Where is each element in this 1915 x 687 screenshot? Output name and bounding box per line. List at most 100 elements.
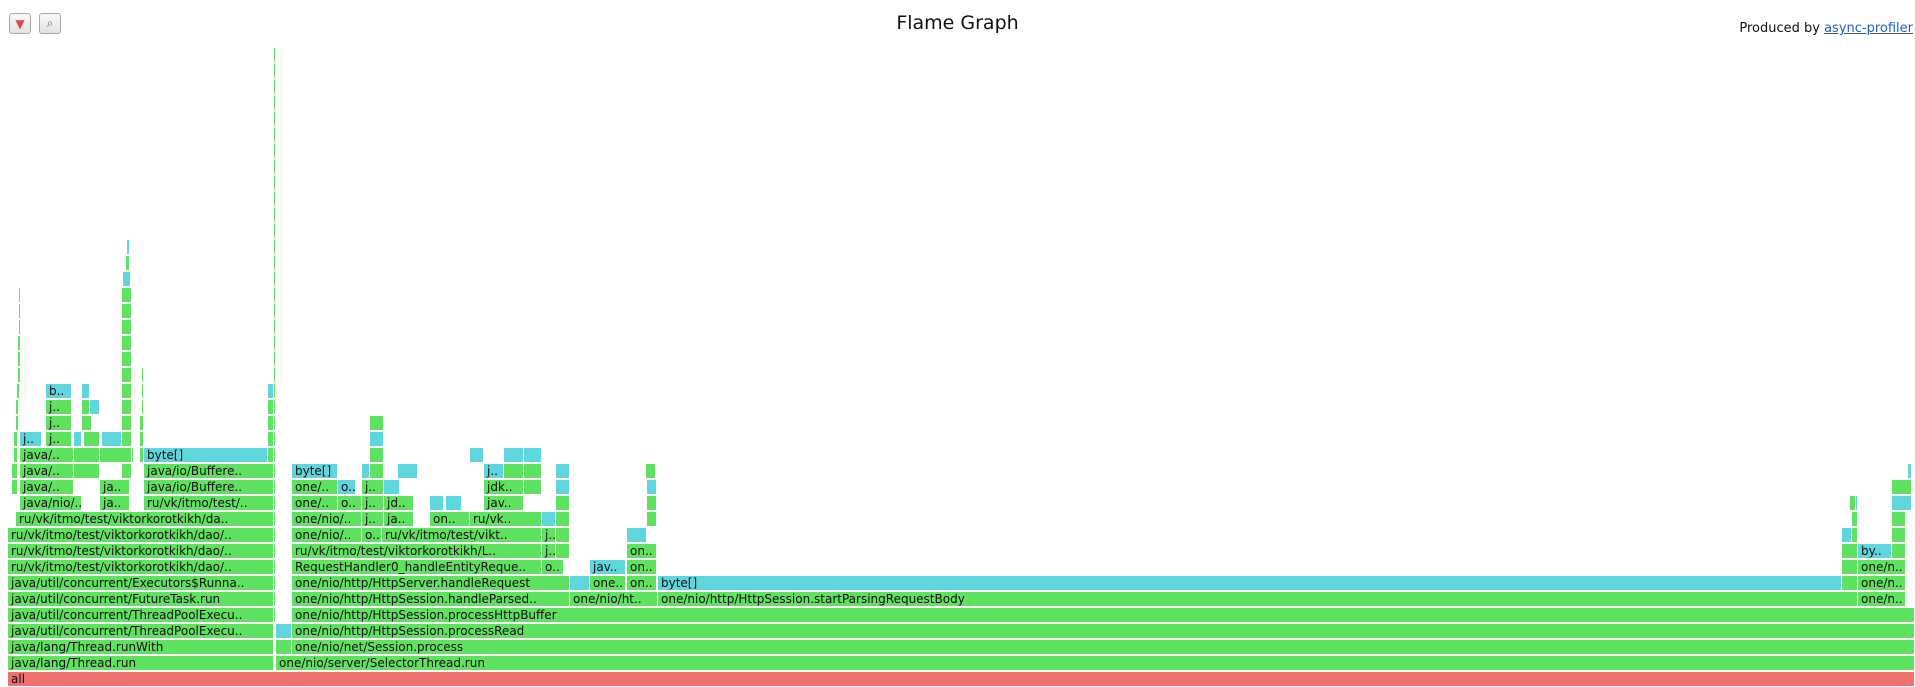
stack-frame[interactable]: [274, 256, 276, 271]
stack-frame[interactable]: [276, 624, 292, 639]
stack-frame[interactable]: one/nio/http/HttpSession.processRead: [292, 624, 1915, 639]
stack-frame[interactable]: [12, 464, 18, 479]
stack-frame[interactable]: [122, 400, 132, 415]
stack-frame[interactable]: [122, 416, 132, 431]
stack-frame[interactable]: ru/vk/itmo/test/viktorkorotkikh/dao/..: [8, 528, 274, 543]
stack-frame[interactable]: [268, 416, 274, 431]
stack-frame[interactable]: byte[]: [292, 464, 338, 479]
stack-frame[interactable]: o..: [542, 560, 564, 575]
stack-frame[interactable]: [82, 384, 90, 399]
stack-frame[interactable]: j..: [20, 432, 42, 447]
stack-frame[interactable]: [384, 480, 400, 495]
stack-frame[interactable]: [268, 448, 274, 463]
stack-frame[interactable]: [274, 160, 276, 175]
stack-frame[interactable]: [274, 208, 276, 223]
stack-frame[interactable]: [274, 368, 276, 383]
stack-frame[interactable]: [18, 336, 21, 351]
stack-frame[interactable]: one/n..: [1858, 592, 1906, 607]
search-button[interactable]: ⌕: [39, 13, 61, 34]
stack-frame[interactable]: java/lang/Thread.runWith: [8, 640, 274, 655]
stack-frame[interactable]: j..: [46, 400, 72, 415]
stack-frame[interactable]: [122, 352, 132, 367]
stack-frame[interactable]: jd..: [384, 496, 414, 511]
root-frame[interactable]: all: [8, 672, 1915, 687]
stack-frame[interactable]: [370, 432, 384, 447]
stack-frame[interactable]: [524, 480, 542, 495]
stack-frame[interactable]: [122, 288, 132, 303]
stack-frame[interactable]: on..: [627, 576, 657, 591]
stack-frame[interactable]: [126, 256, 130, 271]
stack-frame[interactable]: [84, 432, 100, 447]
stack-frame[interactable]: [370, 448, 384, 463]
stack-frame[interactable]: [268, 384, 274, 399]
stack-frame[interactable]: o..: [338, 480, 356, 495]
stack-frame[interactable]: [122, 448, 132, 463]
stack-frame[interactable]: one/..: [292, 496, 338, 511]
stack-frame[interactable]: [16, 400, 19, 415]
stack-frame[interactable]: [647, 480, 657, 495]
stack-frame[interactable]: [274, 288, 276, 303]
stack-frame[interactable]: [542, 512, 556, 527]
stack-frame[interactable]: [74, 432, 82, 447]
stack-frame[interactable]: [556, 512, 570, 527]
stack-frame[interactable]: [504, 464, 524, 479]
stack-frame[interactable]: j..: [46, 416, 72, 431]
stack-frame[interactable]: one/n..: [1858, 560, 1906, 575]
stack-frame[interactable]: [556, 480, 570, 495]
stack-frame[interactable]: [122, 432, 132, 447]
stack-frame[interactable]: [274, 320, 276, 335]
stack-frame[interactable]: [1892, 480, 1912, 495]
stack-frame[interactable]: [274, 80, 276, 95]
stack-frame[interactable]: [274, 112, 276, 127]
stack-frame[interactable]: [122, 336, 132, 351]
stack-frame[interactable]: [274, 128, 276, 143]
stack-frame[interactable]: java/util/concurrent/Executors$Runna..: [8, 576, 274, 591]
stack-frame[interactable]: [1892, 528, 1906, 543]
stack-frame[interactable]: [446, 496, 462, 511]
stack-frame[interactable]: o..: [362, 528, 382, 543]
stack-frame[interactable]: on..: [430, 512, 470, 527]
stack-frame[interactable]: [470, 448, 484, 463]
stack-frame[interactable]: [274, 448, 276, 463]
stack-frame[interactable]: [274, 224, 276, 239]
stack-frame[interactable]: [142, 400, 144, 415]
stack-frame[interactable]: [524, 448, 542, 463]
stack-frame[interactable]: [74, 464, 100, 479]
stack-frame[interactable]: [274, 352, 276, 367]
stack-frame[interactable]: [430, 496, 444, 511]
stack-frame[interactable]: one/..: [292, 480, 338, 495]
stack-frame[interactable]: java/util/concurrent/ThreadPoolExecu..: [8, 608, 274, 623]
stack-frame[interactable]: [274, 512, 276, 527]
stack-frame[interactable]: o..: [338, 496, 362, 511]
stack-frame[interactable]: j..: [542, 544, 556, 559]
stack-frame[interactable]: [362, 464, 370, 479]
stack-frame[interactable]: [1842, 576, 1858, 591]
stack-frame[interactable]: one/n..: [1858, 576, 1906, 591]
stack-frame[interactable]: [1842, 528, 1852, 543]
stack-frame[interactable]: ru/vk/itmo/test/vikt..: [382, 528, 542, 543]
stack-frame[interactable]: [82, 400, 90, 415]
stack-frame[interactable]: [16, 416, 19, 431]
stack-frame[interactable]: [122, 304, 132, 319]
stack-frame[interactable]: [647, 496, 657, 511]
stack-frame[interactable]: [142, 368, 144, 383]
stack-frame[interactable]: ru/vk/itmo/test/viktorkorotkikh/dao/..: [8, 560, 274, 575]
stack-frame[interactable]: [1892, 512, 1906, 527]
stack-frame[interactable]: [274, 272, 276, 287]
stack-frame[interactable]: [646, 464, 656, 479]
stack-frame[interactable]: [274, 576, 276, 591]
stack-frame[interactable]: java/..: [20, 448, 74, 463]
stack-frame[interactable]: j..: [362, 512, 384, 527]
stack-frame[interactable]: j..: [362, 496, 384, 511]
stack-frame[interactable]: [647, 512, 657, 527]
stack-frame[interactable]: [274, 496, 276, 511]
stack-frame[interactable]: [274, 560, 276, 575]
stack-frame[interactable]: [127, 240, 130, 255]
stack-frame[interactable]: jdk..: [484, 480, 524, 495]
stack-frame[interactable]: ja..: [100, 496, 130, 511]
stack-frame[interactable]: [627, 528, 647, 543]
stack-frame[interactable]: java/..: [20, 480, 74, 495]
stack-frame[interactable]: one/nio/net/Session.process: [292, 640, 1915, 655]
stack-frame[interactable]: one/nio/..: [292, 512, 362, 527]
stack-frame[interactable]: [140, 416, 144, 431]
